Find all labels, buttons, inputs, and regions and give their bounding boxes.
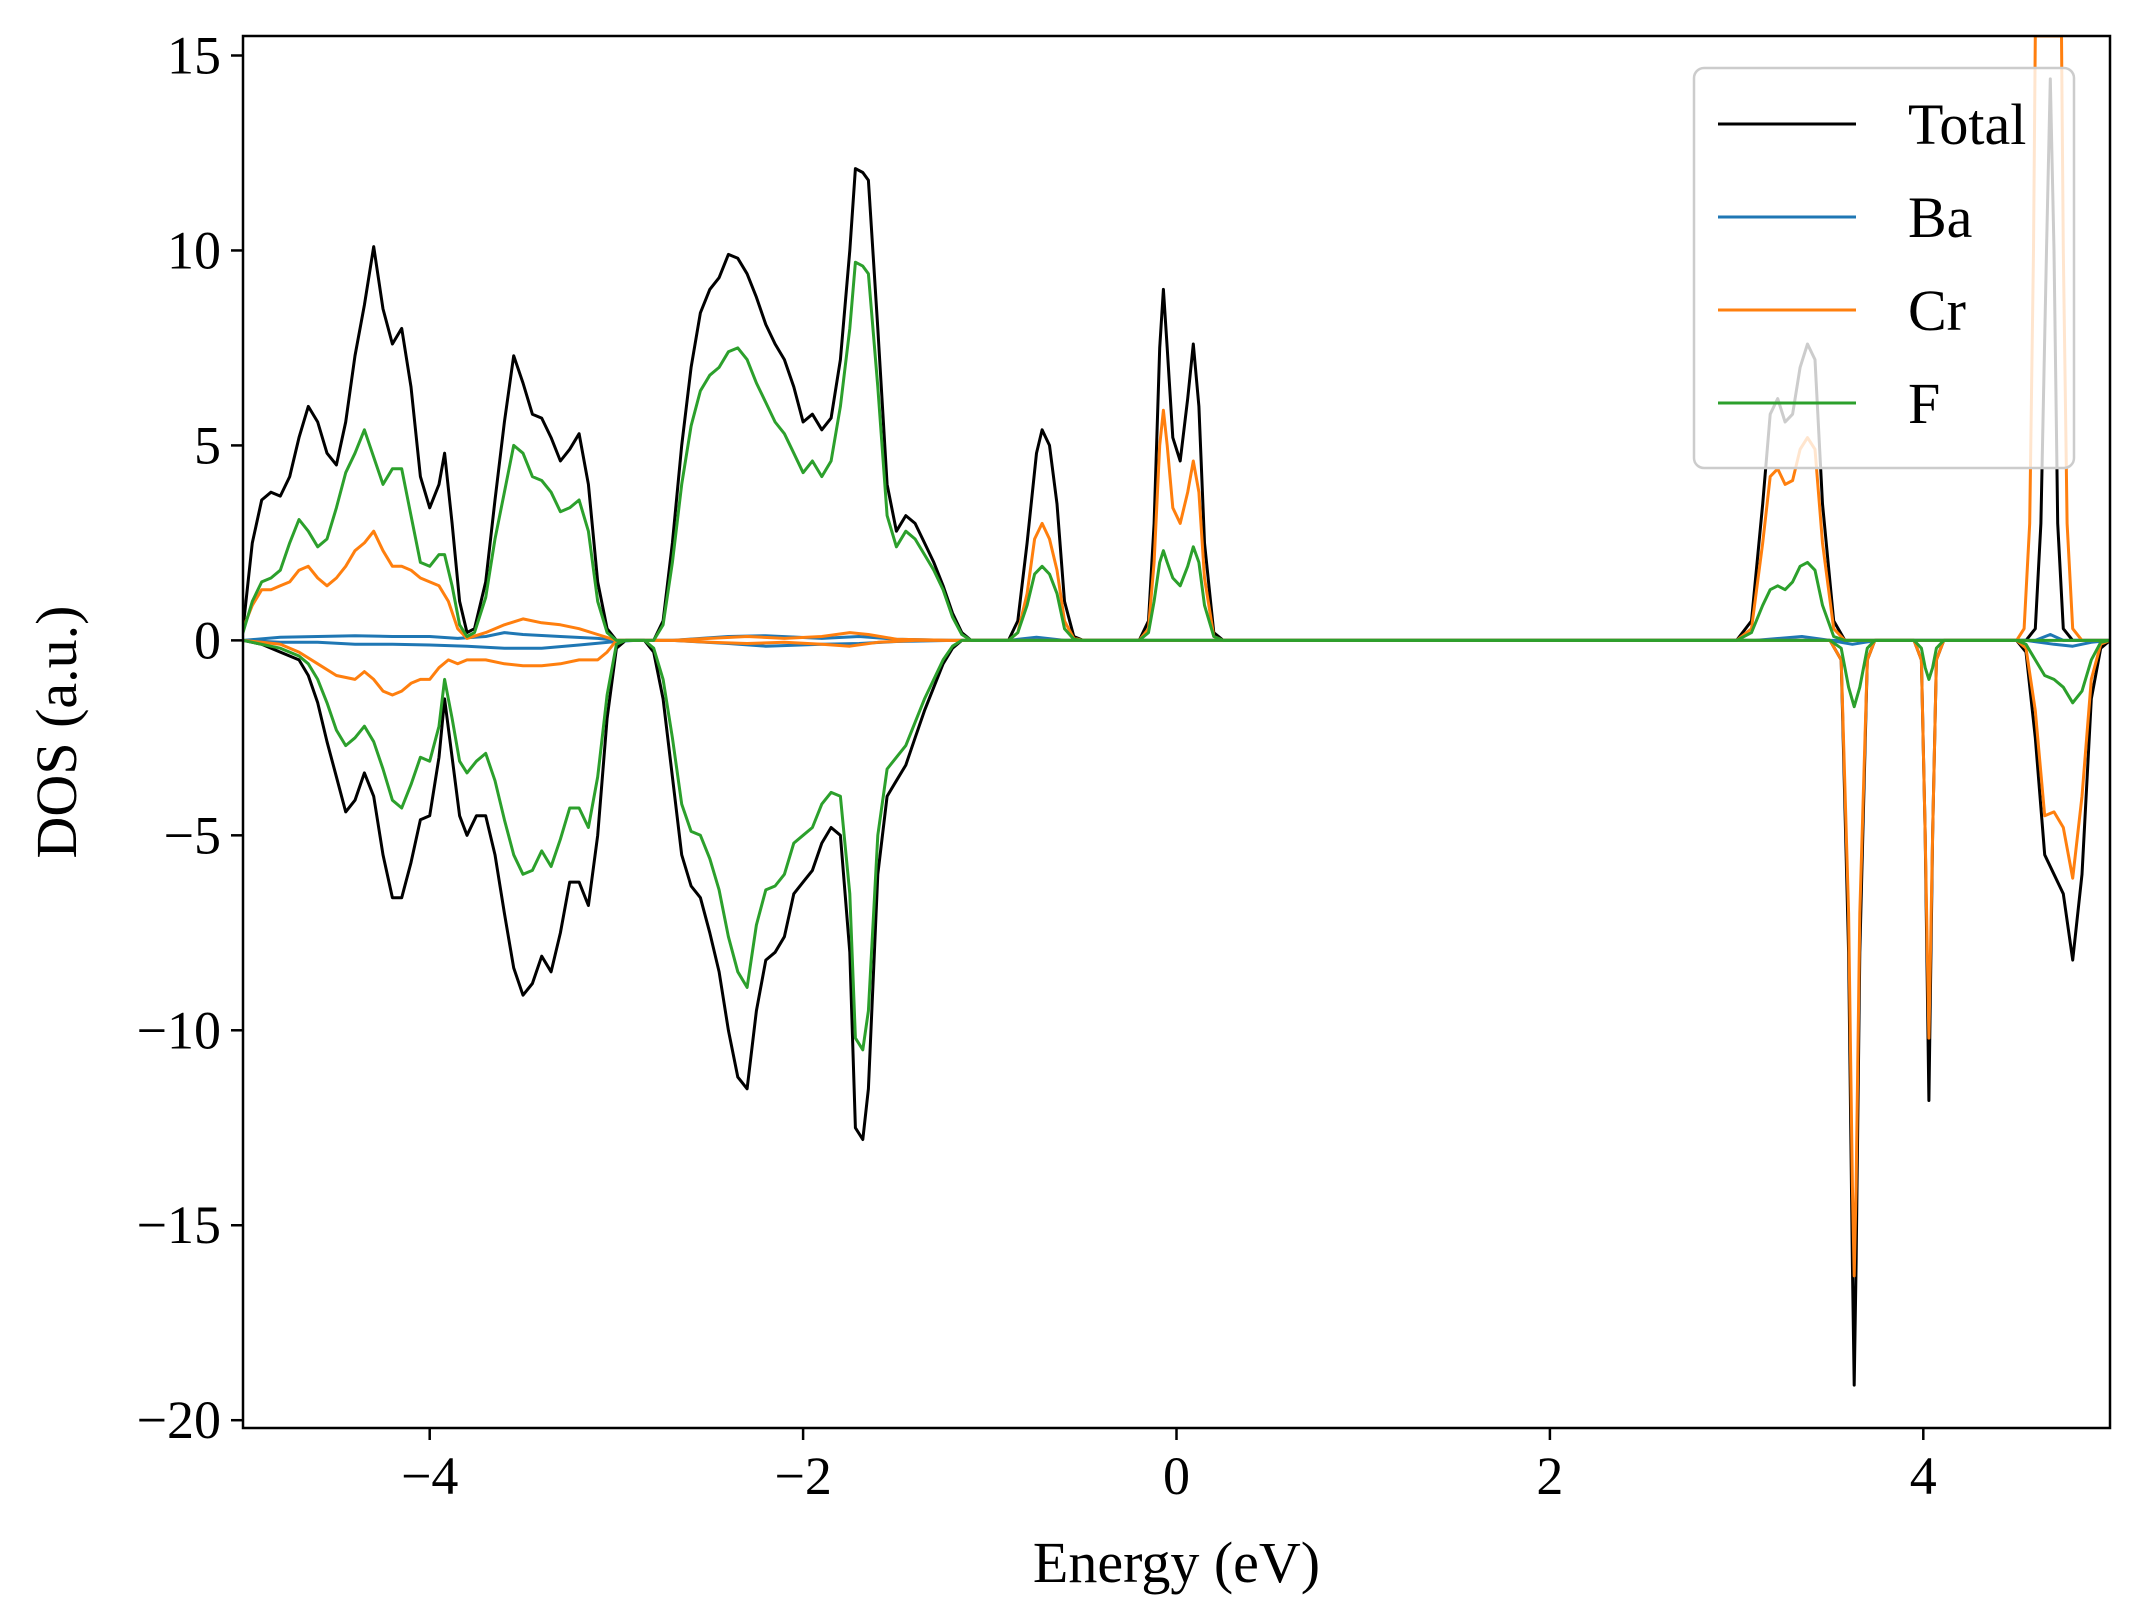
legend-label-cr: Cr <box>1908 278 1966 343</box>
x-tick-label: 0 <box>1163 1446 1190 1506</box>
legend-label-ba: Ba <box>1908 185 1972 250</box>
series-line-f-up <box>243 260 2110 642</box>
y-axis-label: DOS (a.u.) <box>24 606 89 859</box>
y-tick-label: −5 <box>164 805 221 865</box>
legend-label-f: F <box>1908 371 1940 436</box>
y-tick-label: −15 <box>137 1195 221 1255</box>
legend-label-total: Total <box>1908 92 2026 157</box>
legend: Total Ba Cr F <box>1692 66 2076 470</box>
y-tick-label: −20 <box>137 1390 221 1450</box>
series-layer <box>243 36 2110 1387</box>
y-tick-label: 5 <box>194 415 221 475</box>
y-axis: −20 −15 −10 −5 0 5 10 15 <box>137 25 243 1450</box>
x-tick-label: 4 <box>1910 1446 1937 1506</box>
series-line-f-down <box>243 638 2110 1052</box>
series-line-total-up <box>243 77 2110 642</box>
x-axis-label: Energy (eV) <box>1033 1530 1320 1595</box>
x-tick-label: 2 <box>1536 1446 1563 1506</box>
y-tick-label: 15 <box>167 25 221 85</box>
y-tick-label: −10 <box>137 1000 221 1060</box>
y-tick-label: 10 <box>167 220 221 280</box>
x-tick-label: −4 <box>401 1446 458 1506</box>
x-axis: −4 −2 0 2 4 <box>401 1428 1937 1506</box>
x-tick-label: −2 <box>774 1446 831 1506</box>
legend-box <box>1692 66 2076 470</box>
y-tick-label: 0 <box>194 610 221 670</box>
